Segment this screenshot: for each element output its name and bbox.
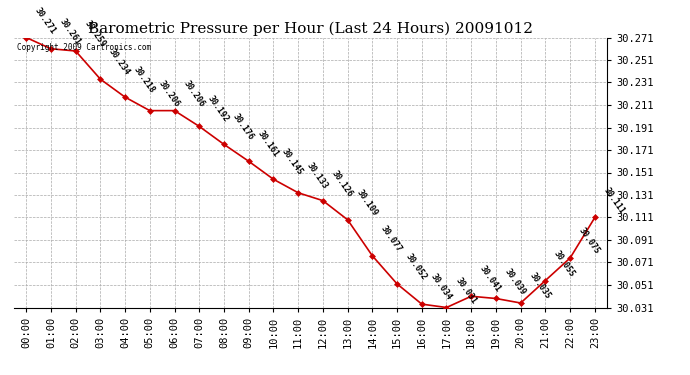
Text: 30.133: 30.133	[305, 161, 330, 190]
Text: 30.034: 30.034	[428, 272, 453, 302]
Text: 30.035: 30.035	[528, 271, 552, 301]
Text: 30.111: 30.111	[602, 186, 627, 215]
Text: 30.218: 30.218	[132, 65, 157, 95]
Title: Barometric Pressure per Hour (Last 24 Hours) 20091012: Barometric Pressure per Hour (Last 24 Ho…	[88, 22, 533, 36]
Text: 30.031: 30.031	[453, 276, 478, 305]
Text: 30.109: 30.109	[355, 188, 379, 218]
Text: 30.055: 30.055	[552, 249, 577, 278]
Text: 30.206: 30.206	[157, 79, 181, 108]
Text: 30.145: 30.145	[280, 147, 305, 177]
Text: 30.234: 30.234	[107, 47, 132, 77]
Text: 30.176: 30.176	[231, 112, 255, 142]
Text: 30.077: 30.077	[380, 224, 404, 254]
Text: 30.161: 30.161	[255, 129, 280, 159]
Text: 30.271: 30.271	[33, 6, 58, 35]
Text: 30.206: 30.206	[181, 79, 206, 108]
Text: 30.261: 30.261	[58, 17, 82, 46]
Text: 30.052: 30.052	[404, 252, 428, 282]
Text: 30.126: 30.126	[330, 169, 355, 198]
Text: 30.259: 30.259	[83, 19, 107, 49]
Text: 30.041: 30.041	[478, 264, 503, 294]
Text: 30.192: 30.192	[206, 94, 230, 124]
Text: Copyright 2009 Cartronics.com: Copyright 2009 Cartronics.com	[17, 43, 151, 52]
Text: 30.075: 30.075	[577, 226, 602, 256]
Text: 30.039: 30.039	[503, 267, 527, 296]
